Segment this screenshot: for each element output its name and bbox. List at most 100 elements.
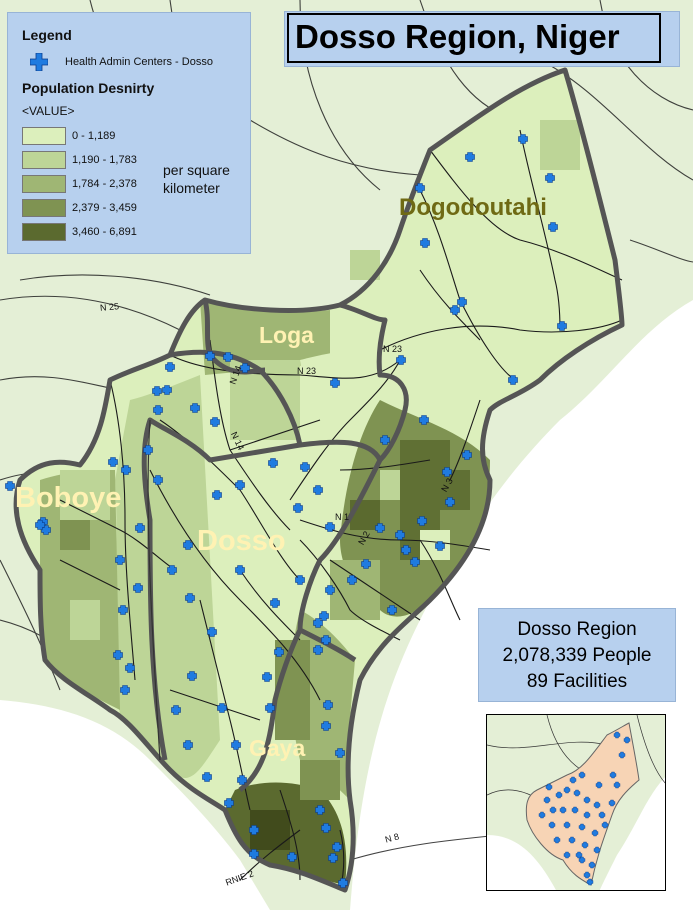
inset-health-center-marker-icon — [571, 806, 579, 814]
inset-health-center-marker-icon — [555, 791, 563, 799]
health-center-marker-icon — [223, 352, 233, 362]
health-center-marker-icon — [135, 523, 145, 533]
health-center-marker-icon — [224, 798, 234, 808]
health-center-marker-icon — [321, 721, 331, 731]
health-center-marker-icon — [207, 627, 217, 637]
health-center-marker-icon — [133, 583, 143, 593]
health-center-marker-icon — [217, 703, 227, 713]
legend-heading: Legend — [22, 27, 72, 43]
inset-health-center-marker-icon — [573, 789, 581, 797]
health-center-marker-icon — [5, 481, 15, 491]
legend-swatch — [22, 223, 66, 241]
health-center-marker-icon — [313, 645, 323, 655]
legend-class-label: 0 - 1,189 — [72, 130, 116, 142]
inset-health-center-marker-icon — [613, 781, 621, 789]
inset-health-center-marker-icon — [588, 861, 596, 869]
inset-health-center-marker-icon — [549, 806, 557, 814]
inset-health-center-marker-icon — [578, 856, 586, 864]
legend-density-heading: Population Desnirty — [22, 80, 155, 96]
health-center-marker-icon — [361, 559, 371, 569]
health-center-marker-icon — [249, 825, 259, 835]
health-center-marker-icon — [268, 458, 278, 468]
health-center-marker-icon — [205, 351, 215, 361]
health-center-marker-icon — [125, 663, 135, 673]
health-center-marker-icon — [401, 545, 411, 555]
map-title-box: Dosso Region, Niger — [284, 11, 680, 67]
map-title-frame — [287, 13, 661, 63]
health-center-marker-icon — [415, 183, 425, 193]
health-center-marker-icon — [183, 540, 193, 550]
legend-swatch — [22, 151, 66, 169]
health-center-marker-icon — [152, 386, 162, 396]
inset-health-center-marker-icon — [545, 783, 553, 791]
health-center-marker-icon — [387, 605, 397, 615]
health-center-marker-icon — [183, 740, 193, 750]
health-center-marker-icon — [313, 618, 323, 628]
health-center-marker-icon — [321, 823, 331, 833]
inset-health-center-marker-icon — [563, 851, 571, 859]
health-center-marker-icon — [249, 849, 259, 859]
road-label-n25: N 25 — [99, 301, 120, 313]
health-center-marker-icon — [380, 435, 390, 445]
health-center-marker-icon — [162, 385, 172, 395]
health-center-marker-icon — [120, 685, 130, 695]
inset-map-graphic — [487, 715, 665, 890]
inset-health-center-marker-icon — [593, 801, 601, 809]
health-center-marker-icon — [231, 740, 241, 750]
legend-unit: per square kilometer — [163, 161, 243, 197]
health-center-marker-icon — [375, 523, 385, 533]
health-center-marker-icon — [118, 605, 128, 615]
road-label-n23-west: N 23 — [297, 366, 317, 376]
inset-health-center-marker-icon — [613, 731, 621, 739]
health-center-marker-icon — [328, 853, 338, 863]
health-center-marker-icon — [35, 520, 45, 530]
district-label-dogodoutahi: Dogodoutahi — [399, 194, 547, 221]
health-center-marker-icon — [171, 705, 181, 715]
health-center-marker-icon — [153, 475, 163, 485]
health-center-marker-icon — [442, 467, 452, 477]
inset-health-center-marker-icon — [618, 751, 626, 759]
road-label-n1: N 1 — [335, 512, 350, 522]
health-center-marker-icon — [30, 53, 48, 71]
health-center-marker-icon — [508, 375, 518, 385]
inset-health-center-marker-icon — [583, 871, 591, 879]
stats-population: 2,078,339 People — [502, 645, 652, 666]
legend-unit-line1: per square — [163, 162, 230, 178]
health-center-marker-icon — [330, 378, 340, 388]
inset-health-center-marker-icon — [598, 811, 606, 819]
inset-health-center-marker-icon — [538, 811, 546, 819]
map-title: Dosso Region, Niger — [295, 18, 620, 55]
inset-health-center-marker-icon — [608, 799, 616, 807]
health-center-marker-icon — [185, 593, 195, 603]
inset-health-center-marker-icon — [609, 771, 617, 779]
health-center-marker-icon — [235, 480, 245, 490]
health-center-marker-icon — [300, 462, 310, 472]
health-center-marker-icon — [457, 297, 467, 307]
inset-health-center-marker-icon — [559, 806, 567, 814]
legend-class-label: 1,190 - 1,783 — [72, 154, 137, 166]
health-center-marker-icon — [143, 445, 153, 455]
health-center-marker-icon — [165, 362, 175, 372]
health-center-marker-icon — [332, 842, 342, 852]
inset-health-center-marker-icon — [581, 841, 589, 849]
health-center-marker-icon — [419, 415, 429, 425]
health-center-marker-icon — [462, 450, 472, 460]
health-center-marker-icon — [450, 305, 460, 315]
health-center-marker-icon — [240, 363, 250, 373]
inset-health-center-marker-icon — [578, 823, 586, 831]
health-center-marker-icon — [121, 465, 131, 475]
stats-facilities: 89 Facilities — [526, 671, 628, 692]
health-center-marker-icon — [335, 748, 345, 758]
inset-health-center-marker-icon — [595, 781, 603, 789]
health-center-marker-icon — [210, 417, 220, 427]
inset-health-center-marker-icon — [586, 878, 594, 886]
district-label-dosso: Dosso — [197, 525, 286, 557]
legend-swatch — [22, 199, 66, 217]
health-center-marker-icon — [325, 522, 335, 532]
health-center-marker-icon — [557, 321, 567, 331]
health-center-marker-icon — [167, 565, 177, 575]
inset-health-center-marker-icon — [568, 836, 576, 844]
health-center-marker-icon — [265, 703, 275, 713]
health-center-marker-icon — [274, 647, 284, 657]
health-center-marker-icon — [313, 485, 323, 495]
